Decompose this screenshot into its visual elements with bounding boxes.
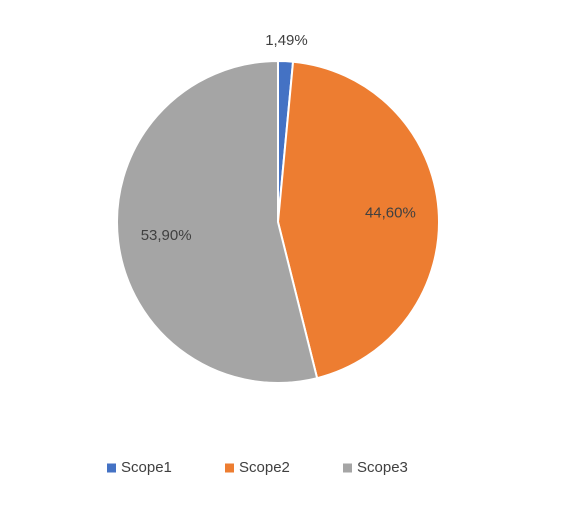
data-label: 1,49% [265, 32, 308, 49]
data-label: 53,90% [141, 227, 192, 244]
legend-swatch [225, 463, 234, 473]
legend-label: Scope1 [121, 459, 172, 476]
data-label: 44,60% [365, 204, 416, 221]
legend-label: Scope3 [357, 459, 408, 476]
legend-label: Scope2 [239, 459, 290, 476]
legend-swatch [343, 463, 352, 473]
pie-slice [276, 60, 440, 380]
legend-swatch [107, 463, 116, 473]
pie-slice [116, 59, 319, 384]
